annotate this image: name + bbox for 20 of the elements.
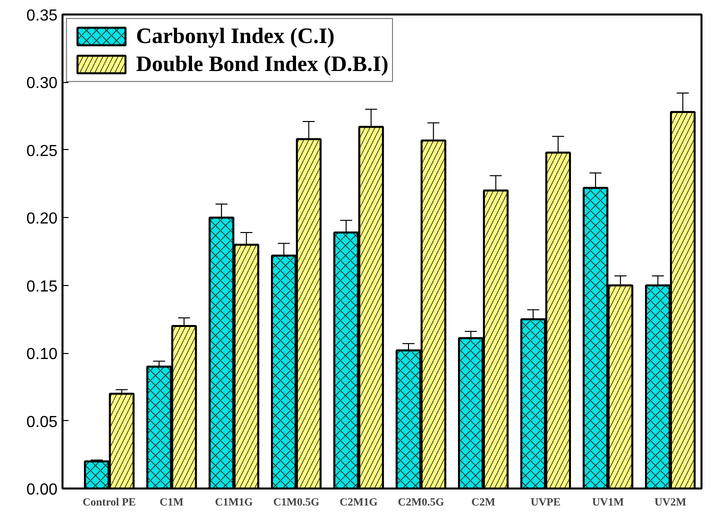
y-tick-label: 0.15 [26, 278, 58, 296]
x-tick-label: Control PE [82, 496, 136, 508]
y-tick-label: 0.00 [26, 482, 58, 498]
y-tick-label: 0.10 [26, 346, 58, 364]
y-tick-label: 0.20 [26, 210, 58, 228]
x-tick-label: UV1M [592, 496, 624, 508]
x-tick-label: C1M0.5G [273, 496, 320, 508]
y-tick-label: 0.30 [26, 75, 58, 92]
legend-label: Carbonyl Index (C.I) [136, 23, 335, 49]
x-tick-label: UV2M [654, 496, 687, 508]
x-tick-label: C2M [471, 496, 496, 508]
legend-label: Double Bond Index (D.B.I) [136, 51, 388, 77]
y-tick-label: 0.25 [26, 142, 58, 160]
x-tick-label: C1M1G [215, 496, 254, 508]
y-tick-label: 0.05 [26, 414, 58, 431]
x-tick-label: C1M [160, 496, 184, 508]
x-tick-label: C2M0.5G [398, 496, 444, 508]
x-tick-label: C2M1G [340, 496, 378, 508]
y-tick-label: 0.35 [26, 8, 58, 24]
x-tick-label: UVPE [530, 496, 561, 508]
